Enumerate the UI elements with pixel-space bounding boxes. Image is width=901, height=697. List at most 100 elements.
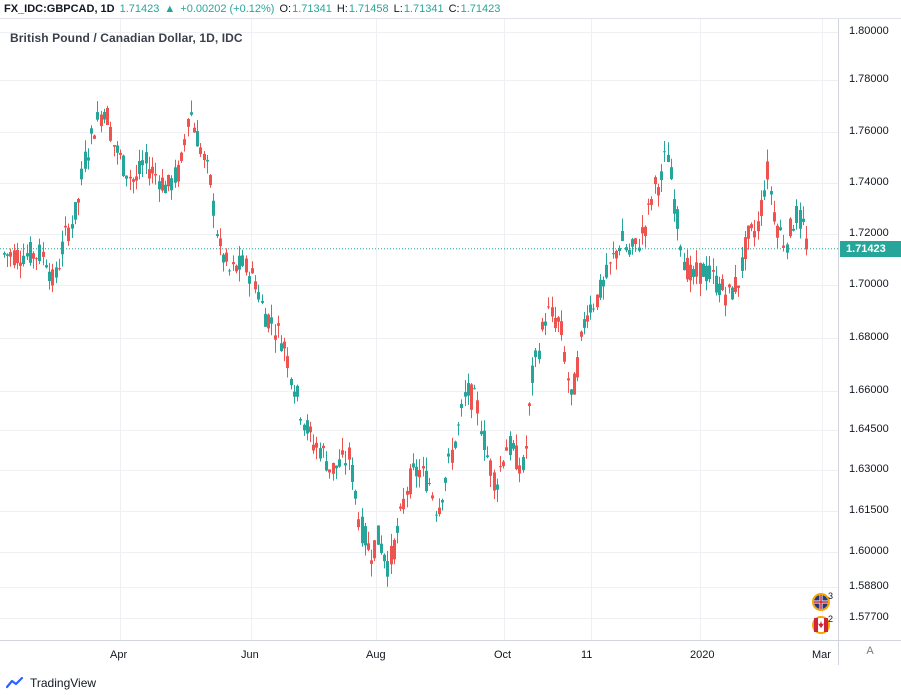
ca-flag-event-icon[interactable] xyxy=(812,616,830,634)
candle-down[interactable] xyxy=(724,286,727,317)
candle-up[interactable] xyxy=(799,202,802,239)
candle-up[interactable] xyxy=(412,453,415,471)
candle-down[interactable] xyxy=(148,156,151,186)
candle-up[interactable] xyxy=(670,158,673,181)
candle-down[interactable] xyxy=(422,456,425,477)
candle-down[interactable] xyxy=(737,285,740,297)
candle-down[interactable] xyxy=(402,487,405,514)
candle-up[interactable] xyxy=(679,244,682,257)
candle-up[interactable] xyxy=(319,442,322,462)
candle-up[interactable] xyxy=(364,522,367,556)
candle-up[interactable] xyxy=(441,498,444,511)
candle-up[interactable] xyxy=(293,384,296,404)
candle-up[interactable] xyxy=(22,243,25,267)
candle-down[interactable] xyxy=(254,275,257,294)
candle-down[interactable] xyxy=(193,122,196,133)
candle-down[interactable] xyxy=(757,211,760,240)
candle-down[interactable] xyxy=(734,264,737,294)
candle-down[interactable] xyxy=(77,197,80,216)
candle-up[interactable] xyxy=(602,276,605,300)
candle-up[interactable] xyxy=(216,230,219,239)
candle-down[interactable] xyxy=(406,486,409,508)
candle-down[interactable] xyxy=(551,296,554,323)
candle-down[interactable] xyxy=(712,258,715,284)
candle-down[interactable] xyxy=(367,531,370,552)
candle-up[interactable] xyxy=(480,420,483,437)
candle-up[interactable] xyxy=(241,249,244,268)
candle-down[interactable] xyxy=(219,228,222,256)
candle-up[interactable] xyxy=(351,457,354,491)
candle-down[interactable] xyxy=(154,162,157,185)
candle-up[interactable] xyxy=(731,286,734,301)
candle-down[interactable] xyxy=(615,249,618,270)
candle-up[interactable] xyxy=(290,377,293,390)
candle-up[interactable] xyxy=(589,295,592,320)
candle-down[interactable] xyxy=(766,149,769,190)
candle-up[interactable] xyxy=(29,236,32,266)
candle-down[interactable] xyxy=(58,258,61,271)
candle-up[interactable] xyxy=(228,268,231,276)
candle-down[interactable] xyxy=(199,143,202,157)
candle-up[interactable] xyxy=(583,311,586,335)
candle-down[interactable] xyxy=(64,216,67,236)
candle-down[interactable] xyxy=(586,305,589,329)
candle-down[interactable] xyxy=(789,217,792,239)
candle-down[interactable] xyxy=(557,316,560,333)
candle-up[interactable] xyxy=(676,206,679,241)
candle-up[interactable] xyxy=(335,465,338,480)
candle-up[interactable] xyxy=(270,304,273,336)
tradingview-logo[interactable]: TradingView xyxy=(6,676,96,690)
candle-down[interactable] xyxy=(505,439,508,451)
candle-up[interactable] xyxy=(631,238,634,255)
candle-down[interactable] xyxy=(161,168,164,193)
candle-down[interactable] xyxy=(609,261,612,275)
candle-down[interactable] xyxy=(373,539,376,561)
candle-up[interactable] xyxy=(386,550,389,587)
candle-up[interactable] xyxy=(377,525,380,546)
candle-down[interactable] xyxy=(203,150,206,169)
candle-up[interactable] xyxy=(26,244,29,261)
candle-down[interactable] xyxy=(348,442,351,471)
candle-up[interactable] xyxy=(116,141,119,165)
candle-up[interactable] xyxy=(509,431,512,461)
candle-down[interactable] xyxy=(760,190,763,226)
candle-up[interactable] xyxy=(705,256,708,291)
candle-up[interactable] xyxy=(122,154,125,177)
candle-down[interactable] xyxy=(728,283,731,294)
candle-up[interactable] xyxy=(145,143,148,175)
candle-up[interactable] xyxy=(196,119,199,147)
candle-up[interactable] xyxy=(522,454,525,473)
candle-down[interactable] xyxy=(19,250,22,279)
candle-up[interactable] xyxy=(190,100,193,117)
candle-up[interactable] xyxy=(770,186,773,206)
candle-down[interactable] xyxy=(370,549,373,577)
candle-down[interactable] xyxy=(580,330,583,341)
candle-down[interactable] xyxy=(180,151,183,164)
candle-down[interactable] xyxy=(721,274,724,292)
candle-up[interactable] xyxy=(206,155,209,174)
candle-down[interactable] xyxy=(567,372,570,393)
candle-up[interactable] xyxy=(74,201,77,225)
candle-up[interactable] xyxy=(702,262,705,278)
candle-down[interactable] xyxy=(235,264,238,274)
candle-down[interactable] xyxy=(641,215,644,245)
candle-up[interactable] xyxy=(158,175,161,202)
candle-up[interactable] xyxy=(673,189,676,222)
candle-up[interactable] xyxy=(625,243,628,253)
candle-down[interactable] xyxy=(576,350,579,382)
candle-up[interactable] xyxy=(103,108,106,124)
candle-up[interactable] xyxy=(296,384,299,402)
candle-down[interactable] xyxy=(418,459,421,488)
candle-down[interactable] xyxy=(502,460,505,469)
candle-down[interactable] xyxy=(209,173,212,188)
candle-down[interactable] xyxy=(518,457,521,483)
candle-up[interactable] xyxy=(325,451,328,472)
candle-up[interactable] xyxy=(261,294,264,305)
candle-up[interactable] xyxy=(599,274,602,301)
candle-down[interactable] xyxy=(312,434,315,454)
candle-down[interactable] xyxy=(547,297,550,310)
candle-down[interactable] xyxy=(431,492,434,501)
candle-down[interactable] xyxy=(341,437,344,458)
auto-scale-button[interactable]: A xyxy=(866,645,874,657)
candle-up[interactable] xyxy=(257,284,260,303)
